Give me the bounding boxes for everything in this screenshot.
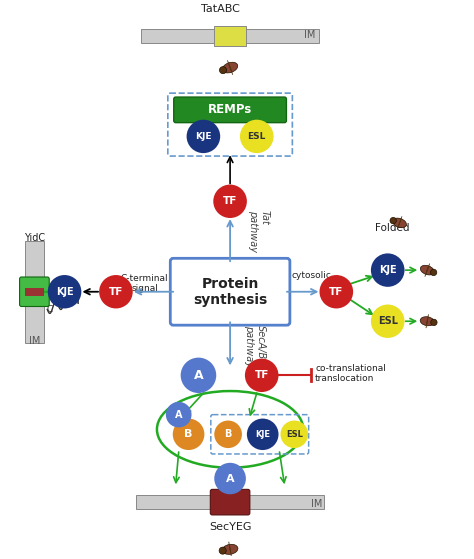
Circle shape [213, 184, 247, 218]
FancyBboxPatch shape [25, 240, 44, 343]
Text: KJE: KJE [379, 265, 397, 275]
Circle shape [247, 419, 279, 450]
Circle shape [319, 275, 353, 309]
Text: IM: IM [29, 336, 40, 346]
Text: TF: TF [329, 287, 344, 297]
Circle shape [181, 358, 216, 393]
Circle shape [219, 547, 226, 554]
Text: TF: TF [223, 196, 237, 206]
FancyBboxPatch shape [210, 489, 250, 515]
Ellipse shape [393, 218, 406, 228]
Text: SecYEG: SecYEG [209, 522, 251, 532]
Circle shape [173, 419, 204, 450]
Text: A: A [194, 369, 203, 382]
Circle shape [240, 120, 273, 153]
FancyBboxPatch shape [170, 258, 290, 325]
Text: IM: IM [304, 30, 315, 40]
Text: C-terminal
signal: C-terminal signal [121, 274, 168, 293]
Text: ESL: ESL [378, 316, 398, 326]
FancyBboxPatch shape [141, 29, 319, 43]
Circle shape [245, 359, 279, 392]
FancyBboxPatch shape [19, 277, 49, 306]
Ellipse shape [420, 317, 434, 326]
Text: Protein
synthesis: Protein synthesis [193, 277, 267, 307]
Circle shape [166, 402, 191, 428]
Circle shape [430, 269, 437, 276]
Text: N: N [72, 297, 79, 306]
Text: A: A [226, 473, 235, 484]
Text: SecA/B
pathway: SecA/B pathway [244, 325, 265, 367]
Text: C: C [46, 305, 53, 314]
FancyBboxPatch shape [174, 97, 286, 122]
Text: IM: IM [310, 499, 322, 509]
Text: REMPs: REMPs [208, 103, 252, 116]
Text: Tat
pathway: Tat pathway [248, 210, 270, 252]
Circle shape [214, 463, 246, 494]
Text: B: B [224, 429, 232, 439]
FancyBboxPatch shape [25, 288, 44, 296]
Text: KJE: KJE [56, 287, 73, 297]
Circle shape [431, 319, 437, 325]
Circle shape [215, 0, 222, 3]
Text: A: A [175, 410, 182, 420]
Ellipse shape [222, 62, 237, 73]
Text: Folded: Folded [375, 222, 410, 233]
FancyBboxPatch shape [214, 26, 246, 46]
Circle shape [390, 217, 396, 224]
Circle shape [219, 67, 227, 74]
Text: TatABC: TatABC [201, 4, 240, 15]
Ellipse shape [420, 266, 434, 275]
Circle shape [48, 275, 82, 309]
Circle shape [371, 253, 404, 287]
FancyBboxPatch shape [136, 495, 324, 509]
Text: KJE: KJE [195, 132, 212, 141]
Text: co-translational
translocation: co-translational translocation [315, 364, 386, 383]
Text: cytosolic: cytosolic [292, 271, 331, 280]
Ellipse shape [222, 544, 238, 555]
Text: B: B [184, 429, 193, 439]
Text: TF: TF [109, 287, 123, 297]
Text: TF: TF [255, 370, 269, 380]
Circle shape [214, 420, 242, 448]
Text: YidC: YidC [24, 233, 45, 243]
Circle shape [371, 305, 404, 338]
Ellipse shape [218, 0, 233, 2]
Circle shape [187, 120, 220, 153]
Circle shape [99, 275, 133, 309]
Text: ESL: ESL [247, 132, 266, 141]
Text: KJE: KJE [255, 430, 270, 439]
Text: ESL: ESL [286, 430, 303, 439]
Circle shape [281, 420, 308, 448]
